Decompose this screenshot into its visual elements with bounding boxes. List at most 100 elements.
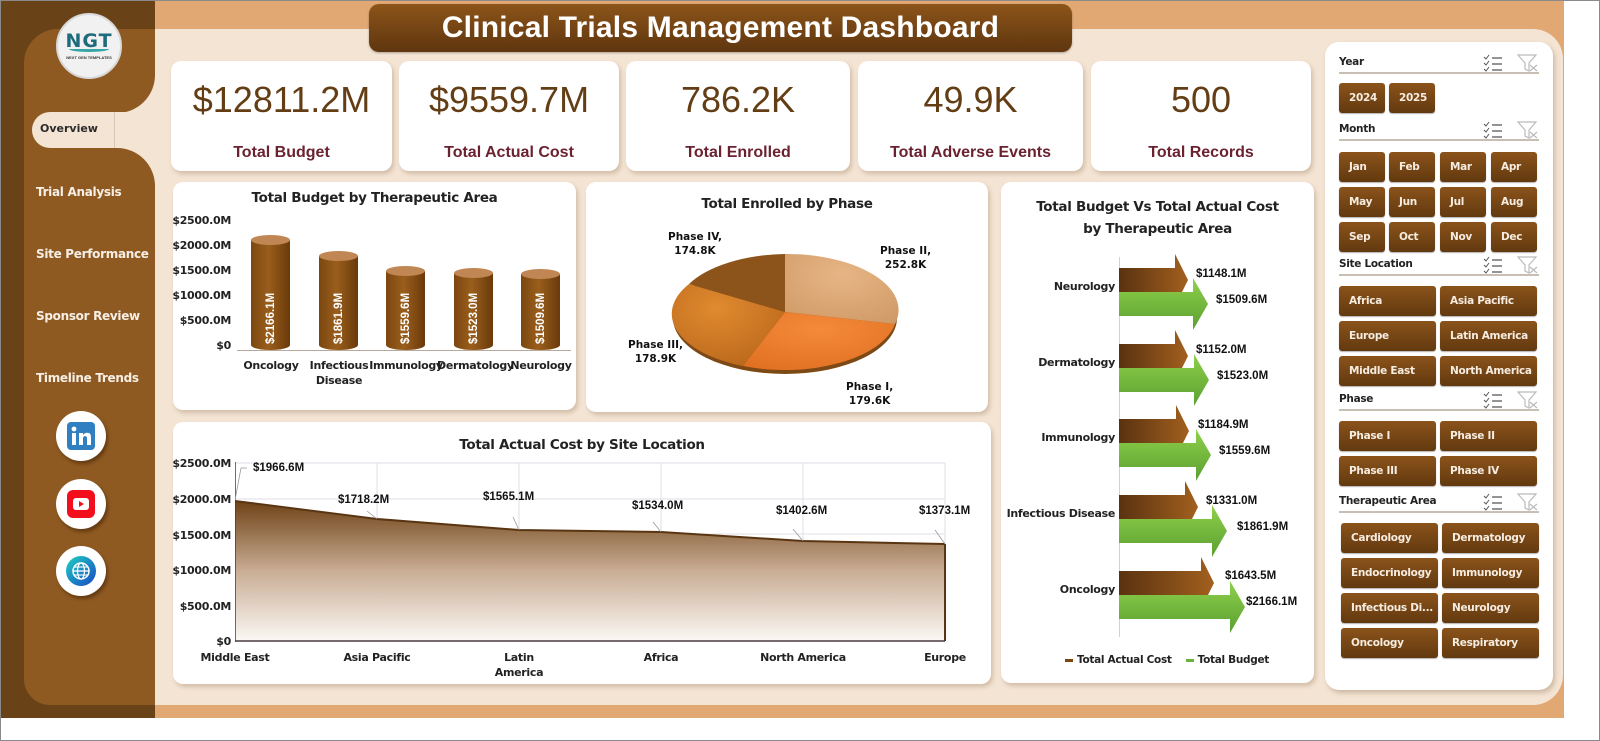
slicer-option-may[interactable]: May	[1339, 187, 1385, 217]
slicer-option-asia-pacific[interactable]: Asia Pacific	[1440, 286, 1537, 316]
bar-oncology[interactable]: $2166.1M	[251, 235, 290, 350]
slicer-header-site-location: Site Location	[1339, 256, 1539, 276]
page-title: Clinical Trials Management Dashboard	[441, 11, 1000, 44]
slicer-option-dermatology[interactable]: Dermatology	[1442, 523, 1539, 553]
sidebar-item-trial-analysis[interactable]: Trial Analysis	[36, 185, 122, 199]
cost-label: $1184.9M	[1198, 419, 1249, 431]
slicer-option-africa[interactable]: Africa	[1339, 286, 1436, 316]
slicer-option-oct[interactable]: Oct	[1389, 222, 1435, 252]
legend-item-cost[interactable]: Total Actual Cost	[1065, 654, 1172, 666]
slicer-option-apr[interactable]: Apr	[1491, 152, 1537, 182]
slicer-option-nov[interactable]: Nov	[1440, 222, 1486, 252]
slicer-option-middle-east[interactable]: Middle East	[1339, 356, 1436, 386]
slicer-option-cardiology[interactable]: Cardiology	[1341, 523, 1438, 553]
y-tick: $500.0M	[179, 600, 232, 613]
x-category: Neurology	[510, 359, 572, 372]
website-button[interactable]	[56, 546, 106, 596]
cost-label: $1331.0M	[1206, 495, 1258, 507]
logo-subtitle: NEXT GEN TEMPLATES	[66, 55, 112, 60]
multi-select-icon[interactable]	[1483, 493, 1503, 511]
y-tick: $2500.0M	[172, 214, 231, 227]
kpi-total-records: 500 Total Records	[1091, 61, 1311, 171]
slicer-option-2025[interactable]: 2025	[1389, 83, 1435, 113]
slicer-option-neurology[interactable]: Neurology	[1442, 593, 1539, 623]
clear-filter-icon[interactable]	[1517, 121, 1539, 139]
youtube-icon	[67, 490, 95, 518]
y-tick: $2000.0M	[172, 239, 231, 252]
slicer-option-2024[interactable]: 2024	[1339, 83, 1385, 113]
slicer-option-north-america[interactable]: North America	[1440, 356, 1537, 386]
bar-infectious-disease[interactable]: $1861.9M	[319, 251, 358, 350]
chart-title-line: Total Budget Vs Total Actual Cost	[1036, 199, 1279, 215]
sidebar-item-sponsor-review[interactable]: Sponsor Review	[36, 309, 140, 323]
slicer-option-aug[interactable]: Aug	[1491, 187, 1537, 217]
linkedin-button[interactable]	[56, 411, 106, 461]
y-category: Immunology	[1041, 431, 1115, 444]
slicer-option-infectious-disease[interactable]: Infectious Di...	[1341, 593, 1438, 623]
x-category: Oncology	[243, 359, 299, 372]
kpi-label: Total Actual Cost	[444, 144, 574, 161]
pie-slice-phase-ii	[785, 253, 899, 324]
pie-label-phase-ii: Phase II, 252.8K	[880, 244, 931, 272]
y-tick: $0	[216, 339, 231, 352]
chart-title: Total Budget by Therapeutic Area	[251, 190, 498, 206]
area-chart[interactable]	[235, 462, 965, 647]
x-category: Asia Pacific	[343, 651, 411, 664]
slicer-option-phase-i[interactable]: Phase I	[1339, 421, 1436, 451]
slicer-option-mar[interactable]: Mar	[1440, 152, 1486, 182]
slicer-option-phase-iv[interactable]: Phase IV	[1440, 456, 1537, 486]
clear-filter-icon[interactable]	[1517, 391, 1539, 409]
legend: Total Actual Cost Total Budget	[1065, 654, 1269, 666]
nav-divider	[114, 112, 115, 148]
kpi-label: Total Enrolled	[685, 144, 791, 161]
multi-select-icon[interactable]	[1483, 256, 1503, 274]
slicer-option-sep[interactable]: Sep	[1339, 222, 1385, 252]
sidebar-item-timeline-trends[interactable]: Timeline Trends	[36, 371, 139, 385]
slicer-option-phase-iii[interactable]: Phase III	[1339, 456, 1436, 486]
budget-label: $1509.6M	[1216, 294, 1268, 306]
linkedin-icon	[67, 422, 95, 450]
slicer-option-jan[interactable]: Jan	[1339, 152, 1385, 182]
slicer-option-europe[interactable]: Europe	[1339, 321, 1436, 351]
bar-neurology[interactable]: $1509.6M	[521, 269, 560, 350]
arrow-bars	[1119, 254, 1245, 633]
pie-label-name: Phase II,	[880, 245, 932, 257]
clear-filter-icon[interactable]	[1517, 54, 1539, 72]
bar-label: $1559.6M	[399, 292, 412, 344]
clear-filter-icon[interactable]	[1517, 493, 1539, 511]
slicer-option-respiratory[interactable]: Respiratory	[1442, 628, 1539, 658]
pie-label-phase-iv: Phase IV, 174.8K	[668, 230, 722, 258]
area-label: $1534.0M	[632, 500, 684, 512]
area-label: $1402.6M	[776, 505, 828, 517]
slicer-option-jul[interactable]: Jul	[1440, 187, 1486, 217]
bar-dermatology[interactable]: $1523.0M	[454, 268, 493, 350]
slicer-option-endocrinology[interactable]: Endocrinology	[1341, 558, 1438, 588]
legend-item-budget[interactable]: Total Budget	[1185, 654, 1269, 666]
clear-filter-icon[interactable]	[1517, 256, 1539, 274]
y-tick: $0	[216, 635, 231, 648]
slicer-option-phase-ii[interactable]: Phase II	[1440, 421, 1537, 451]
pie-slice-phase-i	[743, 312, 895, 371]
slicer-option-oncology[interactable]: Oncology	[1341, 628, 1438, 658]
slicer-title: Phase	[1339, 393, 1374, 405]
slicer-option-latin-america[interactable]: Latin America	[1440, 321, 1537, 351]
youtube-button[interactable]	[56, 479, 106, 529]
bar-immunology[interactable]: $1559.6M	[386, 266, 425, 350]
page-title-bar: Clinical Trials Management Dashboard	[369, 4, 1072, 52]
slicer-option-jun[interactable]: Jun	[1389, 187, 1435, 217]
multi-select-icon[interactable]	[1483, 391, 1503, 409]
sidebar-item-site-performance[interactable]: Site Performance	[36, 247, 149, 261]
slicer-option-dec[interactable]: Dec	[1491, 222, 1537, 252]
slicer-header-year: Year	[1339, 54, 1539, 74]
pie-label-value: 178.9K	[634, 353, 677, 365]
sidebar-item-overview[interactable]: Overview	[32, 112, 155, 148]
multi-select-icon[interactable]	[1483, 121, 1503, 139]
chart-budget-by-area: Total Budget by Therapeutic Area $2500.0…	[172, 182, 576, 410]
area-label: $1565.1M	[483, 491, 535, 503]
pie-chart[interactable]	[671, 252, 901, 382]
slicer-option-feb[interactable]: Feb	[1389, 152, 1435, 182]
multi-select-icon[interactable]	[1483, 54, 1503, 72]
slicer-option-immunology[interactable]: Immunology	[1442, 558, 1539, 588]
nav-curve-bottom	[116, 148, 155, 190]
